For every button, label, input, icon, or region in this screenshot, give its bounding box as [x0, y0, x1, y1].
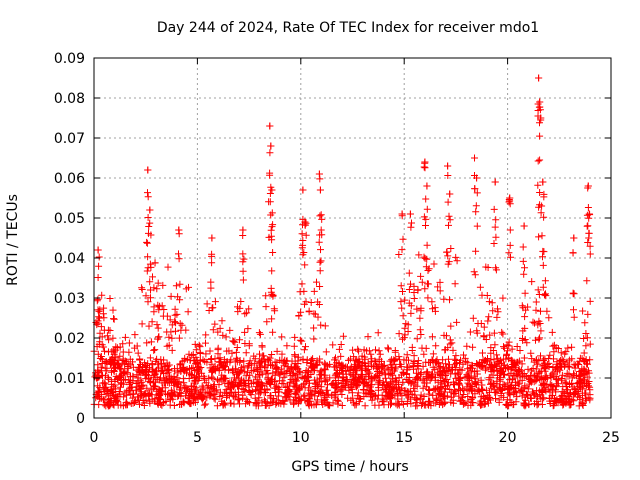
roti-peak-point: [299, 186, 307, 194]
roti-peak-point: [520, 222, 528, 230]
y-tick-label: 0.05: [54, 211, 85, 227]
y-tick-label: 0.08: [54, 91, 85, 107]
roti-peak-point: [537, 114, 545, 122]
roti-peak-point: [491, 178, 499, 186]
roti-peak-point: [208, 234, 216, 242]
y-tick-label: 0.06: [54, 171, 85, 187]
roti-peak-point: [423, 182, 431, 190]
y-tick-label: 0.07: [54, 131, 85, 147]
roti-peak-point: [267, 142, 275, 150]
roti-peak-point: [506, 194, 514, 202]
x-tick-label: 5: [193, 430, 202, 446]
roti-peak-point: [421, 158, 429, 166]
chart-title: Day 244 of 2024, Rate Of TEC Index for r…: [157, 20, 539, 36]
y-tick-label: 0.09: [54, 51, 85, 67]
roti-peak-point: [266, 122, 274, 130]
roti-peak-point: [444, 162, 452, 170]
roti-peak-point: [539, 178, 547, 186]
roti-peak-point: [570, 234, 578, 242]
roti-markers: [90, 74, 594, 410]
roti-peak-point: [239, 226, 247, 234]
roti-peak-point: [94, 246, 102, 254]
x-tick-label: 20: [499, 430, 517, 446]
y-tick-label: 0: [76, 411, 85, 427]
roti-peak-point: [315, 170, 323, 178]
roti-peak-point: [301, 218, 309, 226]
roti-peak-point: [398, 210, 406, 218]
x-tick-label: 25: [602, 430, 620, 446]
roti-peak-point: [446, 190, 454, 198]
y-tick-label: 0.03: [54, 291, 85, 307]
y-axis-label: ROTI / TECUs: [5, 194, 21, 286]
roti-peak-point: [268, 186, 276, 194]
y-tick-label: 0.04: [54, 251, 85, 267]
roti-peak-point: [585, 210, 593, 218]
roti-peak-point: [584, 182, 592, 190]
roti-peak-point: [316, 186, 324, 194]
tick-layer: 0 0.01 0.02 0.03 0.04 0.05 0.06 0.07 0.08 0.09 0 5 1…: [54, 51, 620, 446]
data-points: [90, 74, 594, 410]
roti-peak-point: [471, 154, 479, 162]
roti-peak-point: [536, 98, 544, 106]
y-tick-label: 0.01: [54, 371, 85, 387]
roti-peak-point: [144, 166, 152, 174]
roti-peak-point: [535, 74, 543, 82]
plot-frame: [93, 57, 612, 419]
x-tick-label: 15: [395, 430, 413, 446]
x-tick-label: 0: [90, 430, 99, 446]
y-tick-label: 0.02: [54, 331, 85, 347]
roti-peak-point: [175, 226, 183, 234]
roti-peak-point: [406, 210, 414, 218]
roti-peak-point: [473, 174, 481, 182]
roti-peak-point: [146, 206, 154, 214]
x-axis-label: GPS time / hours: [291, 459, 408, 475]
x-tick-label: 10: [292, 430, 310, 446]
